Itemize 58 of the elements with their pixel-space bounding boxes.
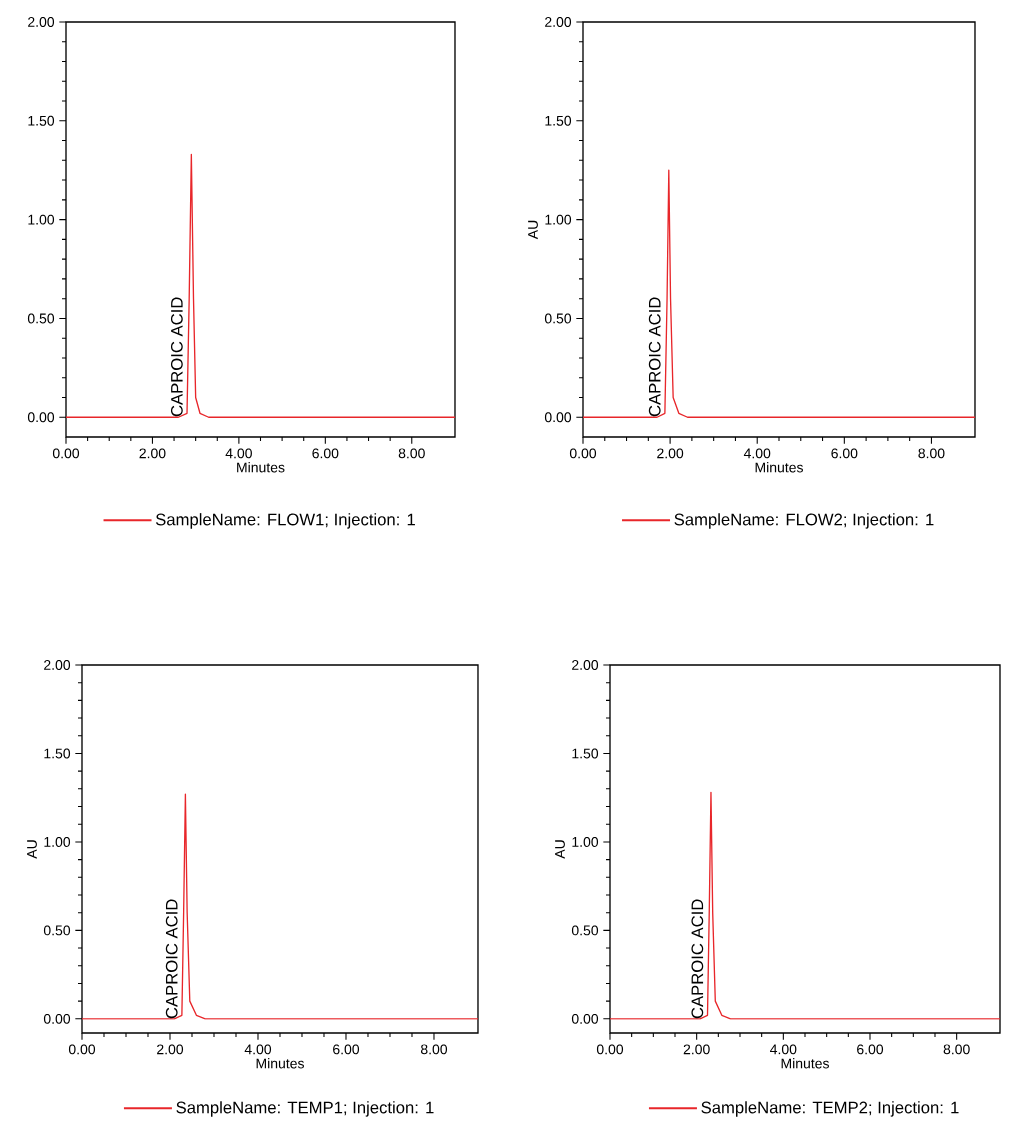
y-axis-title: AU <box>555 840 565 859</box>
y-tick-label: 1.00 <box>545 214 572 225</box>
y-tick-label: 0.50 <box>544 313 572 324</box>
x-tick-label: 6.00 <box>831 448 858 459</box>
x-tick-label: 6.00 <box>333 1044 360 1055</box>
x-tick-label: 6.00 <box>857 1044 884 1055</box>
y-tick-label: 0.50 <box>571 925 599 936</box>
y-tick-label: 0.50 <box>43 925 71 936</box>
y-tick-label: 2.00 <box>545 17 572 27</box>
x-tick-label: 8.00 <box>420 1044 448 1055</box>
y-tick-label: 1.00 <box>44 836 71 847</box>
x-tick-label: 2.00 <box>157 1044 184 1055</box>
legend-label: SampleName: FLOW2; Injection: 1 <box>674 513 934 529</box>
legend-label: SampleName: FLOW1; Injection: 1 <box>155 513 415 529</box>
x-tick-label: 6.00 <box>312 448 339 459</box>
x-axis-title: Minutes <box>755 462 803 473</box>
x-tick-label: 0.00 <box>596 1044 624 1055</box>
legend-label: SampleName: TEMP1; Injection: 1 <box>176 1101 434 1117</box>
line-series <box>583 169 975 418</box>
x-tick-label: 8.00 <box>943 1044 970 1055</box>
x-tick-label: 4.00 <box>244 1044 272 1055</box>
x-tick-label: 2.00 <box>683 1044 710 1055</box>
y-tick-label: 2.00 <box>572 660 599 670</box>
annotation: CAPROIC ACID <box>648 297 661 417</box>
line-series <box>82 793 478 1020</box>
annotation: CAPROIC ACID <box>691 899 704 1019</box>
x-tick-label: 0.00 <box>52 448 80 459</box>
legend-label: SampleName: TEMP2; Injection: 1 <box>701 1101 959 1117</box>
y-axis-title: AU <box>528 220 538 240</box>
y-tick-label: 1.50 <box>28 115 55 126</box>
y-tick-label: 0.50 <box>27 313 55 324</box>
x-tick-label: 2.00 <box>657 448 684 459</box>
y-tick-label: 1.00 <box>28 214 55 225</box>
y-axis-title: AU <box>27 840 37 859</box>
y-tick-label: 0.00 <box>571 1013 599 1024</box>
y-tick-label: 1.50 <box>572 748 599 759</box>
line-series <box>66 153 455 418</box>
x-tick-label: 2.00 <box>139 448 166 459</box>
x-tick-label: 4.00 <box>743 448 771 459</box>
x-tick-label: 4.00 <box>225 448 252 459</box>
y-tick-label: 2.00 <box>28 17 55 27</box>
annotation: CAPROIC ACID <box>170 297 183 417</box>
x-axis-title: Minutes <box>781 1058 829 1069</box>
x-axis-title: Minutes <box>237 462 285 473</box>
line-series <box>610 791 1000 1020</box>
y-tick-label: 0.00 <box>27 412 55 423</box>
y-tick-label: 1.00 <box>572 836 599 847</box>
y-tick-label: 2.00 <box>44 660 71 670</box>
x-tick-label: 0.00 <box>68 1044 96 1055</box>
x-tick-label: 8.00 <box>398 448 425 459</box>
y-tick-label: 0.00 <box>544 412 572 423</box>
y-tick-label: 1.50 <box>545 115 572 126</box>
y-tick-label: 1.50 <box>44 748 71 759</box>
annotation: CAPROIC ACID <box>165 899 178 1019</box>
y-tick-label: 0.00 <box>43 1013 71 1024</box>
x-axis-title: Minutes <box>256 1058 304 1069</box>
x-tick-label: 4.00 <box>770 1044 797 1055</box>
x-tick-label: 8.00 <box>918 448 945 459</box>
